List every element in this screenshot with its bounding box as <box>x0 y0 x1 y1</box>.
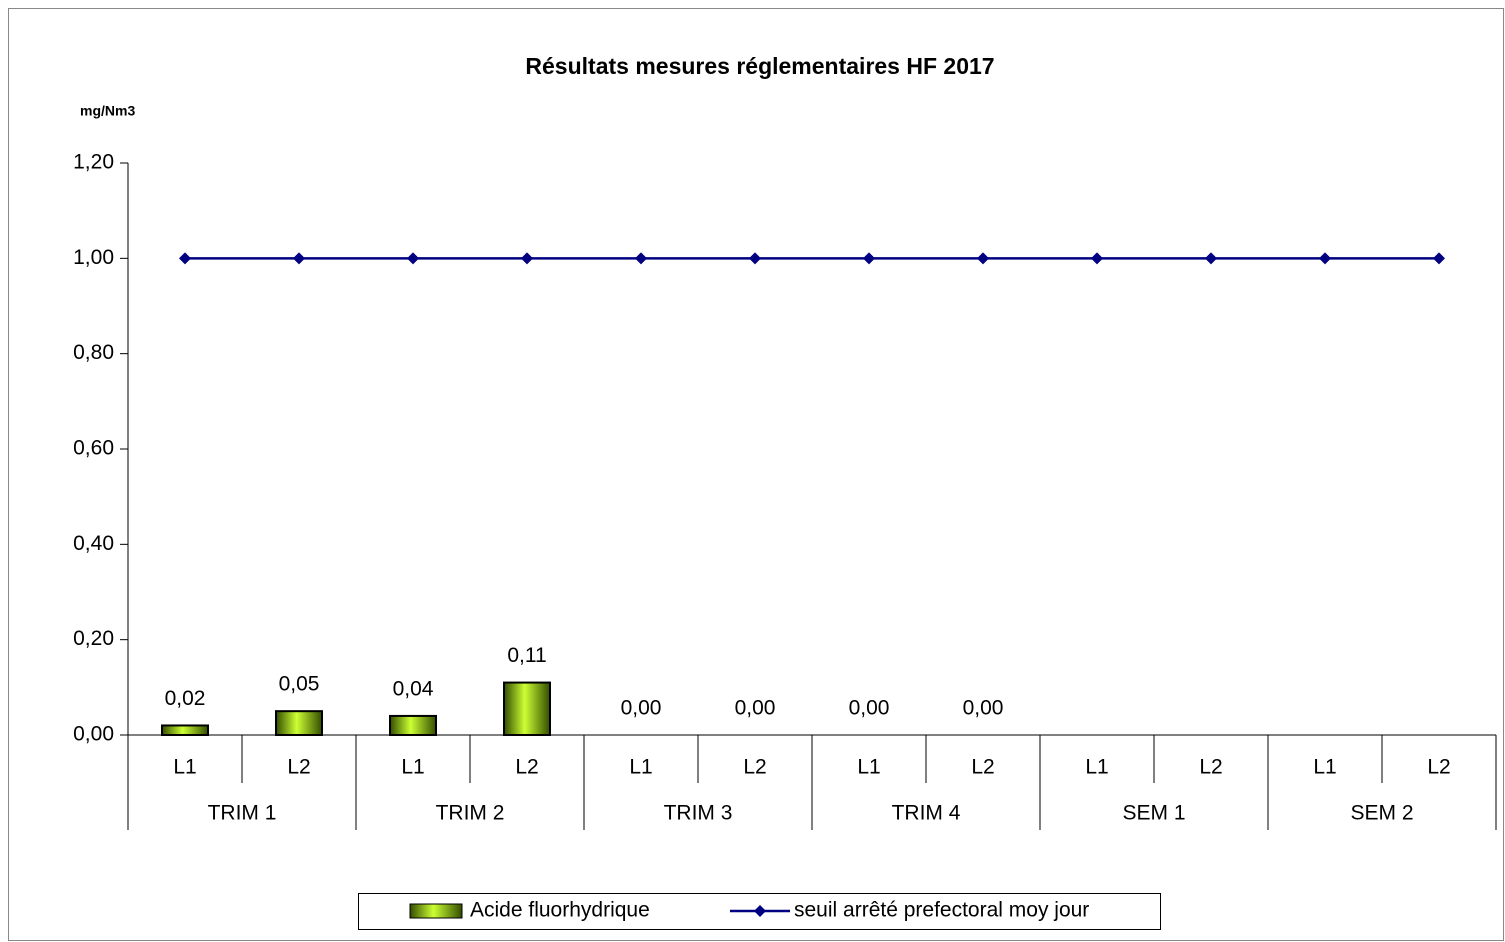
y-tick-label: 0,80 <box>73 341 114 364</box>
marker <box>1091 252 1103 265</box>
marker <box>635 252 647 265</box>
marker <box>179 252 191 265</box>
data-label: 0,00 <box>735 697 776 720</box>
chart-border <box>8 8 1504 941</box>
data-label: 0,11 <box>507 644 546 667</box>
x-tick-label: L2 <box>515 756 538 779</box>
marker <box>1205 252 1217 265</box>
bar <box>503 681 551 736</box>
group-label: TRIM 4 <box>892 802 961 825</box>
y-tick-label: 0,00 <box>73 723 114 746</box>
x-tick-label: L1 <box>629 756 652 779</box>
y-axis-label: mg/Nm3 <box>80 103 135 119</box>
bar <box>161 724 209 737</box>
marker <box>1433 252 1445 265</box>
group-label: TRIM 1 <box>208 802 277 825</box>
x-tick-label: L1 <box>401 756 424 779</box>
y-tick-label: 0,60 <box>73 437 114 460</box>
legend-marker <box>754 905 766 917</box>
bar <box>389 714 437 737</box>
bar <box>275 710 323 737</box>
y-tick-label: 1,20 <box>73 151 114 174</box>
marker <box>977 252 989 265</box>
legend-box <box>358 893 1161 930</box>
x-tick-label: L2 <box>743 756 766 779</box>
chart-title: Résultats mesures réglementaires HF 2017 <box>525 53 994 79</box>
x-tick-label: L2 <box>971 756 994 779</box>
x-tick-label: L1 <box>857 756 880 779</box>
legend-swatch <box>409 903 463 919</box>
y-tick-label: 0,20 <box>73 627 114 650</box>
group-label: SEM 1 <box>1122 802 1185 825</box>
x-tick-label: L2 <box>1427 756 1450 779</box>
x-tick-label: L1 <box>1313 756 1336 779</box>
marker <box>407 252 419 265</box>
data-label: 0,05 <box>279 673 320 696</box>
marker <box>1319 252 1331 265</box>
marker <box>749 252 761 265</box>
group-label: SEM 2 <box>1350 802 1413 825</box>
y-tick-label: 0,40 <box>73 532 114 555</box>
marker <box>521 252 533 265</box>
group-label: TRIM 2 <box>436 802 505 825</box>
x-tick-label: L1 <box>1085 756 1108 779</box>
x-tick-label: L1 <box>173 756 196 779</box>
data-label: 0,00 <box>963 697 1004 720</box>
y-tick-label: 1,00 <box>73 246 114 269</box>
x-tick-label: L2 <box>1199 756 1222 779</box>
data-label: 0,02 <box>165 687 206 710</box>
marker <box>863 252 875 265</box>
data-label: 0,00 <box>621 697 662 720</box>
x-tick-label: L2 <box>287 756 310 779</box>
data-label: 0,04 <box>393 677 434 700</box>
legend-label: Acide fluorhydrique <box>470 899 650 922</box>
marker <box>293 252 305 265</box>
group-label: TRIM 3 <box>664 802 733 825</box>
data-label: 0,00 <box>849 697 890 720</box>
legend-label: seuil arrêté prefectoral moy jour <box>794 899 1089 922</box>
